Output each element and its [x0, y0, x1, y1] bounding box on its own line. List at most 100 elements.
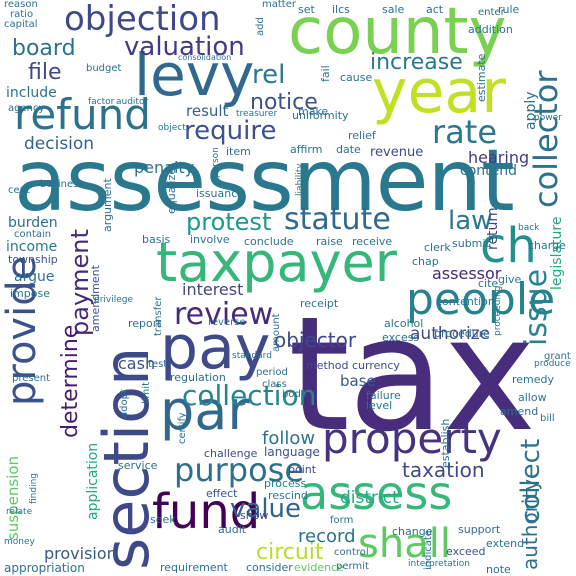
word-certify: certify: [177, 412, 188, 444]
word-value: value: [230, 494, 302, 524]
word-class: class: [262, 379, 287, 390]
word-sale: sale: [382, 3, 405, 16]
word-file: file: [28, 60, 62, 85]
word-treasurer: treasurer: [236, 109, 278, 119]
word-bill: bill: [540, 413, 555, 424]
word-taxation: taxation: [402, 458, 485, 482]
word-service: service: [118, 459, 158, 472]
word-follow: follow: [262, 428, 316, 449]
word-language: language: [264, 445, 320, 459]
word-note: note: [486, 563, 511, 576]
word-rate: rate: [432, 113, 497, 151]
word-rule: rule: [498, 3, 520, 16]
word-pay: pay: [160, 313, 271, 383]
word-challenge: challenge: [204, 447, 258, 460]
word-privilege: privilege: [94, 295, 134, 305]
word-produce: produce: [534, 359, 571, 369]
word-permit: permit: [336, 561, 369, 572]
word-property: property: [322, 414, 502, 463]
word-auditor: auditor: [116, 97, 149, 107]
word-interest: interest: [182, 280, 244, 299]
word-contain: contain: [14, 229, 52, 240]
word-year: year: [372, 57, 506, 127]
word-legislature: legislature: [549, 216, 565, 290]
word-point: point: [288, 463, 317, 476]
word-relate: relate: [6, 507, 33, 517]
word-levy: levy: [134, 41, 255, 109]
word-cite: cite: [478, 277, 499, 290]
word-change: change: [392, 525, 433, 538]
word-limit: limit: [141, 382, 152, 404]
word-excess: excess: [382, 331, 420, 344]
word-seek: seek: [150, 513, 176, 526]
word-failure: failure: [366, 389, 401, 402]
word-record: record: [298, 526, 356, 547]
word-cash: cash: [118, 354, 156, 373]
word-application: application: [85, 442, 101, 520]
word-adopt: adopt: [119, 389, 130, 418]
word-collection: collection: [182, 379, 317, 412]
word-procedure: procedure: [434, 327, 490, 340]
word-hearing: hearing: [468, 148, 530, 167]
word-standard: standard: [232, 351, 272, 361]
word-assess: assess: [300, 466, 453, 520]
word-proceeding: proceeding: [493, 285, 503, 336]
word-taxpayer: taxpayer: [156, 231, 397, 294]
word-rescind: rescind: [268, 489, 308, 502]
word-matter: matter: [262, 0, 296, 10]
word-set: set: [298, 3, 315, 16]
word-back: back: [518, 223, 540, 233]
word-burden: burden: [8, 215, 58, 231]
word-present: present: [12, 373, 51, 384]
word-refund: refund: [14, 90, 151, 139]
word-requirement: requirement: [160, 561, 228, 574]
word-impose: impose: [10, 287, 50, 300]
word-regulation: regulation: [170, 371, 226, 384]
word-people: people: [406, 274, 556, 325]
word-process: process: [264, 477, 307, 490]
word-require: require: [184, 116, 277, 146]
word-authority: authority: [518, 478, 542, 570]
word-cause: cause: [340, 71, 373, 84]
word-estimate: estimate: [475, 53, 488, 102]
word-body: body: [282, 389, 307, 400]
word-reason: reason: [4, 0, 38, 10]
word-amend: amend: [500, 405, 539, 418]
word-relief: relief: [348, 129, 376, 142]
word-object: object: [158, 123, 186, 133]
word-income: income: [6, 239, 58, 255]
word-consider: consider: [246, 561, 293, 574]
word-exceed: exceed: [446, 545, 486, 558]
word-enter: enter: [478, 7, 505, 18]
word-alcohol: alcohol: [384, 317, 424, 330]
word-interpretation: interpretation: [408, 559, 471, 569]
word-basis: basis: [142, 233, 171, 246]
word-addition: addition: [468, 23, 513, 36]
word-power: power: [534, 113, 562, 123]
word-remedy: remedy: [512, 373, 555, 386]
word-test: test: [148, 359, 168, 370]
word-fund: fund: [152, 484, 261, 540]
word-give: give: [498, 273, 522, 286]
word-conclude: conclude: [244, 235, 294, 248]
word-submit: submit: [452, 237, 490, 250]
word-provision: provision: [44, 544, 117, 563]
word-date: date: [336, 143, 361, 156]
word-consolidation: consolidation: [178, 53, 232, 62]
word-money: money: [4, 537, 35, 547]
word-review: review: [174, 297, 274, 332]
word-par: par: [160, 379, 250, 442]
word-assessment: assessment: [14, 131, 515, 231]
word-district: district: [340, 488, 399, 508]
word-equalize: equalize: [165, 167, 178, 214]
word-level: level: [366, 399, 393, 412]
word-objector: objector: [274, 328, 357, 352]
word-notice: notice: [250, 90, 318, 115]
word-suspension: suspension: [4, 455, 22, 540]
word-valuation: valuation: [124, 32, 245, 62]
word-rel: rel: [252, 60, 286, 90]
word-determine: determine: [58, 324, 83, 438]
word-issuance: issuance: [196, 187, 245, 200]
word-increase: increase: [370, 50, 463, 75]
